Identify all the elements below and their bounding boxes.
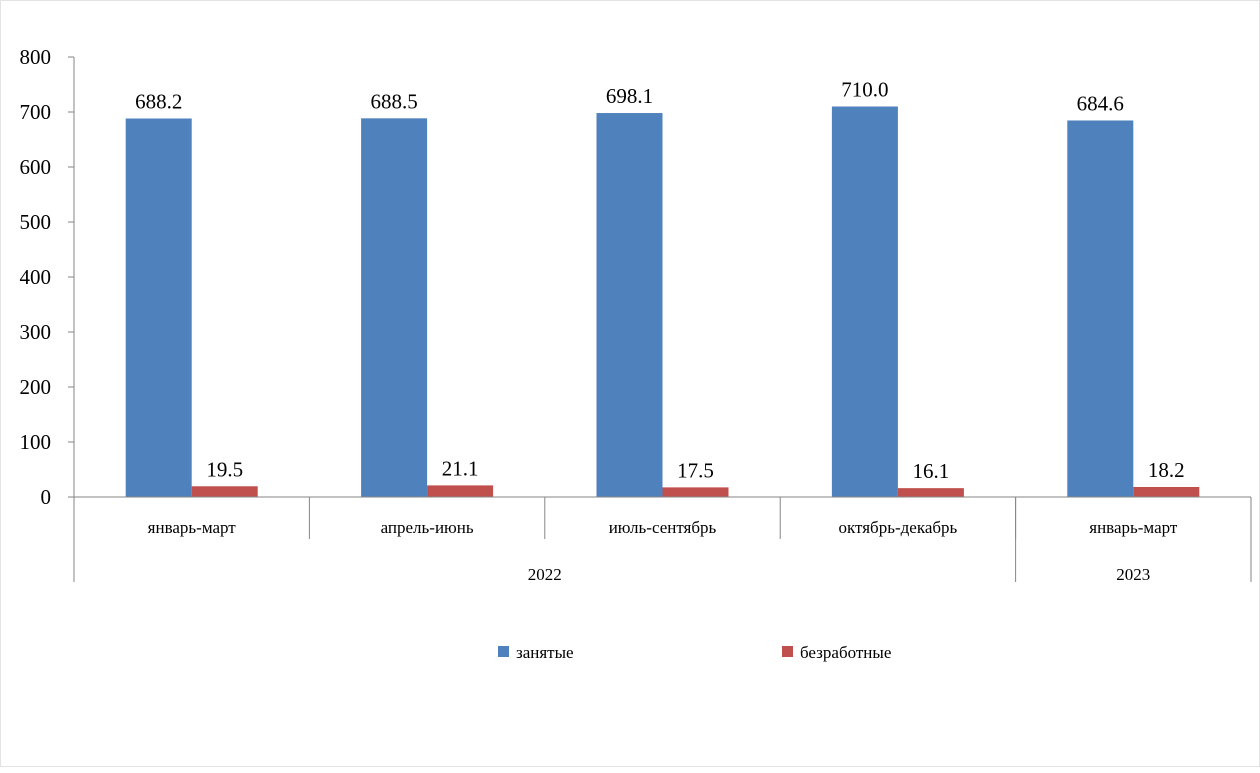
data-label: 698.1 bbox=[606, 84, 653, 108]
bar-employed bbox=[1067, 120, 1134, 497]
bar-employed bbox=[596, 113, 663, 498]
y-tick-label: 0 bbox=[41, 485, 52, 509]
bar-employed bbox=[831, 106, 898, 497]
data-label: 16.1 bbox=[913, 459, 950, 483]
bars bbox=[125, 106, 1200, 498]
data-label: 688.2 bbox=[135, 89, 182, 113]
bar-employed bbox=[361, 118, 428, 497]
x-category-label: октябрь-декабрь bbox=[839, 518, 958, 537]
legend: занятые безработные bbox=[498, 643, 891, 662]
y-tick-label: 100 bbox=[20, 430, 52, 454]
bar-unemployed bbox=[427, 485, 494, 497]
bar-unemployed bbox=[897, 488, 964, 497]
y-tick-label: 600 bbox=[20, 155, 52, 179]
data-label: 710.0 bbox=[841, 78, 888, 102]
y-tick-label: 400 bbox=[20, 265, 52, 289]
data-label: 688.5 bbox=[370, 89, 417, 113]
y-tick-label: 200 bbox=[20, 375, 52, 399]
x-axis: январь-март апрель-июнь июль-сентябрь октяб… bbox=[73, 496, 1252, 584]
x-category-label: апрель-июнь bbox=[381, 518, 474, 537]
bar-unemployed bbox=[191, 486, 258, 497]
x-category-label: январь-март bbox=[1089, 518, 1178, 537]
bar-unemployed bbox=[1133, 486, 1200, 497]
x-group-label: 2022 bbox=[528, 565, 562, 584]
bar-unemployed bbox=[662, 487, 729, 497]
data-label: 684.6 bbox=[1077, 91, 1124, 115]
x-category-label: январь-март bbox=[148, 518, 237, 537]
legend-label-unemployed: безработные bbox=[800, 643, 891, 662]
legend-swatch-unemployed bbox=[782, 646, 793, 657]
y-tick-label: 500 bbox=[20, 210, 52, 234]
x-group-label: 2023 bbox=[1116, 565, 1150, 584]
data-label: 18.2 bbox=[1148, 458, 1185, 482]
data-label: 19.5 bbox=[206, 457, 243, 481]
legend-label-employed: занятые bbox=[516, 643, 574, 662]
y-tick-label: 700 bbox=[20, 100, 52, 124]
data-labels: 688.2 19.5 688.5 21.1 698.1 17.5 710.0 16.1 684.… bbox=[135, 78, 1185, 484]
y-tick-label: 800 bbox=[20, 45, 52, 69]
y-tick-label: 300 bbox=[20, 320, 52, 344]
bar-employed bbox=[125, 118, 192, 498]
legend-swatch-employed bbox=[498, 646, 509, 657]
x-category-label: июль-сентябрь bbox=[609, 518, 717, 537]
data-label: 21.1 bbox=[442, 456, 479, 480]
y-axis: 0 100 200 300 400 500 600 700 800 bbox=[20, 45, 75, 509]
data-label: 17.5 bbox=[677, 458, 714, 482]
